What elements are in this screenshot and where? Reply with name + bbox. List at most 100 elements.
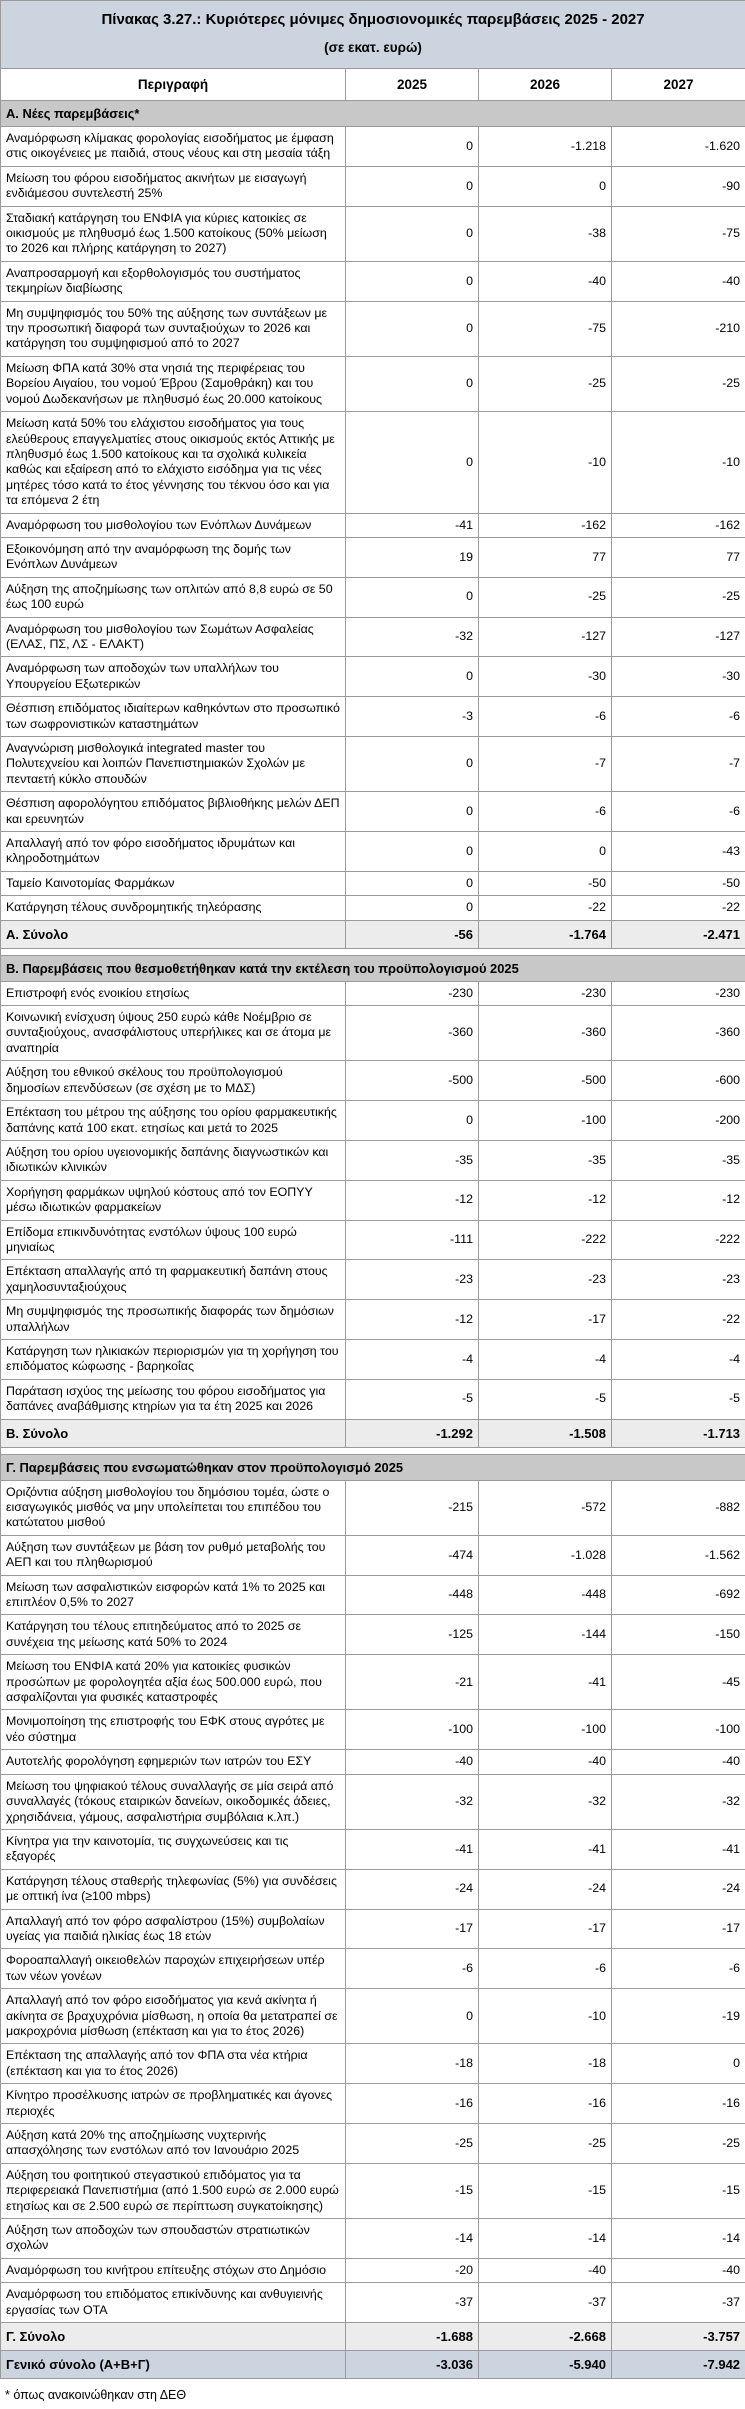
table-row: Κοινωνική ενίσχυση ύψους 250 ευρώ κάθε Ν…	[1, 1006, 745, 1061]
row-description: Αύξηση των αποδοχών των σπουδαστών στρατ…	[1, 2219, 346, 2259]
row-description: Σταδιακή κατάργηση του ΕΝΦΙΑ για κύριες …	[1, 206, 346, 261]
value-2026: -40	[479, 2258, 612, 2282]
value-2027: -6	[612, 792, 745, 832]
spacer-cell	[1, 1447, 745, 1454]
value-2026: -38	[479, 206, 612, 261]
section-spacer	[1, 1447, 745, 1454]
col-header-description: Περιγραφή	[1, 69, 346, 101]
value-2026: -25	[479, 577, 612, 617]
value-2026: -17	[479, 1909, 612, 1949]
row-description: Αναμόρφωση του κινήτρου επίτευξης στόχων…	[1, 2258, 346, 2282]
row-description: Μείωση του ψηφιακού τέλους συναλλαγής σε…	[1, 1774, 346, 1829]
value-2025: -41	[346, 513, 479, 537]
value-2026: -22	[479, 896, 612, 920]
value-2027: -41	[612, 1829, 745, 1869]
row-description: Μονιμοποίηση της επιστροφής του ΕΦΚ στου…	[1, 1710, 346, 1750]
value-2026: -23	[479, 1260, 612, 1300]
title-band: Πίνακας 3.27.: Κυριότερες μόνιμες δημοσι…	[1, 1, 745, 69]
table-row: Αύξηση κατά 20% της αποζημίωσης νυχτεριν…	[1, 2124, 745, 2164]
row-description: Επίδομα επικινδυνότητας ενστόλων ύψους 1…	[1, 1220, 346, 1260]
value-2027: -692	[612, 1575, 745, 1615]
value-2025: -6	[346, 1949, 479, 1989]
row-description: Μη συμψηφισμός της προσωπικής διαφοράς τ…	[1, 1300, 346, 1340]
value-2026: -37	[479, 2283, 612, 2323]
table-row: Κίνητρα για την καινοτομία, τις συγχωνεύ…	[1, 1829, 745, 1869]
row-description: Αύξηση των συντάξεων με βάση τον ρυθμό μ…	[1, 1535, 346, 1575]
row-description: Κατάργηση τέλους συνδρομητικής τηλεόραση…	[1, 896, 346, 920]
value-2027: -1.620	[612, 127, 745, 167]
table-row: Αναμόρφωση του κινήτρου επίτευξης στόχων…	[1, 2258, 745, 2282]
value-2027: -24	[612, 1869, 745, 1909]
value-2027: -40	[612, 1750, 745, 1774]
value-2027: -17	[612, 1909, 745, 1949]
value-2026: -1.218	[479, 127, 612, 167]
col-header-2026: 2026	[479, 69, 612, 101]
value-2025: 0	[346, 871, 479, 895]
table-row: Μη συμψηφισμός της προσωπικής διαφοράς τ…	[1, 1300, 745, 1340]
section-header-label: Β. Παρεμβάσεις που θεσμοθετήθηκαν κατά τ…	[1, 955, 745, 981]
table-row: Απαλλαγή από τον φόρο εισοδήματος ιδρυμά…	[1, 832, 745, 872]
value-2026: -230	[479, 981, 612, 1005]
table-row: Κατάργηση των ηλικιακών περιορισμών για …	[1, 1339, 745, 1379]
value-2026: -10	[479, 412, 612, 513]
value-2027: -75	[612, 206, 745, 261]
row-description: Κίνητρα για την καινοτομία, τις συγχωνεύ…	[1, 1829, 346, 1869]
value-2025: -5	[346, 1379, 479, 1419]
value-2027: -7	[612, 737, 745, 792]
value-2026: -25	[479, 356, 612, 411]
value-2025: -32	[346, 1774, 479, 1829]
value-2027: -127	[612, 617, 745, 657]
col-header-2025: 2025	[346, 69, 479, 101]
value-2027: -100	[612, 1710, 745, 1750]
row-description: Επιστροφή ενός ενοικίου ετησίως	[1, 981, 346, 1005]
value-2027: -25	[612, 577, 745, 617]
value-2026: -127	[479, 617, 612, 657]
value-2026: -6	[479, 1949, 612, 1989]
value-2025: -500	[346, 1061, 479, 1101]
value-2025: -35	[346, 1140, 479, 1180]
value-2026: -40	[479, 261, 612, 301]
row-description: Αναμόρφωση του μισθολογίου των Ενόπλων Δ…	[1, 513, 346, 537]
value-2025: 0	[346, 166, 479, 206]
value-2025: -21	[346, 1655, 479, 1710]
value-2025: 19	[346, 537, 479, 577]
row-description: Απαλλαγή από τον φόρο εισοδήματος ιδρυμά…	[1, 832, 346, 872]
table-row: Εξοικονόμηση από την αναμόρφωση της δομή…	[1, 537, 745, 577]
value-2026: -4	[479, 1339, 612, 1379]
table-row: Απαλλαγή από τον φόρο εισοδήματος για κε…	[1, 1989, 745, 2044]
value-2026: 0	[479, 166, 612, 206]
value-2026: -5.940	[479, 2351, 612, 2379]
table-row: Αναμόρφωση του μισθολογίου των Ενόπλων Δ…	[1, 513, 745, 537]
table-row: Απαλλαγή από τον φόρο ασφαλίστρου (15%) …	[1, 1909, 745, 1949]
value-2026: -14	[479, 2219, 612, 2259]
value-2025: -215	[346, 1480, 479, 1535]
value-2026: -5	[479, 1379, 612, 1419]
value-2025: 0	[346, 832, 479, 872]
value-2027: -4	[612, 1339, 745, 1379]
row-description: Παράταση ισχύος της μείωσης του φόρου ει…	[1, 1379, 346, 1419]
section-header-label: Γ. Παρεμβάσεις που ενσωματώθηκαν στον πρ…	[1, 1454, 745, 1480]
value-2027: -23	[612, 1260, 745, 1300]
table-subtitle: (σε εκατ. ευρώ)	[7, 40, 739, 56]
value-2025: -100	[346, 1710, 479, 1750]
section-total-row: Β. Σύνολο-1.292-1.508-1.713	[1, 1419, 745, 1447]
table-row: Αύξηση των συντάξεων με βάση τον ρυθμό μ…	[1, 1535, 745, 1575]
value-2027: -50	[612, 871, 745, 895]
value-2026: -35	[479, 1140, 612, 1180]
value-2026: -24	[479, 1869, 612, 1909]
row-description: Επέκταση απαλλαγής από τη φαρμακευτική δ…	[1, 1260, 346, 1300]
value-2026: -50	[479, 871, 612, 895]
value-2025: -23	[346, 1260, 479, 1300]
row-description: Μείωση του φόρου εισοδήματος ακινήτων με…	[1, 166, 346, 206]
value-2026: -17	[479, 1300, 612, 1340]
section-total-row: Α. Σύνολο-56-1.764-2.471	[1, 920, 745, 948]
value-2027: -37	[612, 2283, 745, 2323]
table-title: Πίνακας 3.27.: Κυριότερες μόνιμες δημοσι…	[7, 11, 739, 29]
row-description: Κατάργηση τέλους σταθερής τηλεφωνίας (5%…	[1, 1869, 346, 1909]
value-2027: -40	[612, 261, 745, 301]
value-2027: -22	[612, 1300, 745, 1340]
value-2025: -12	[346, 1180, 479, 1220]
row-description: Αύξηση κατά 20% της αποζημίωσης νυχτεριν…	[1, 2124, 346, 2164]
value-2026: -41	[479, 1829, 612, 1869]
table-row: Αύξηση του ορίου υγειονομικής δαπάνης δι…	[1, 1140, 745, 1180]
